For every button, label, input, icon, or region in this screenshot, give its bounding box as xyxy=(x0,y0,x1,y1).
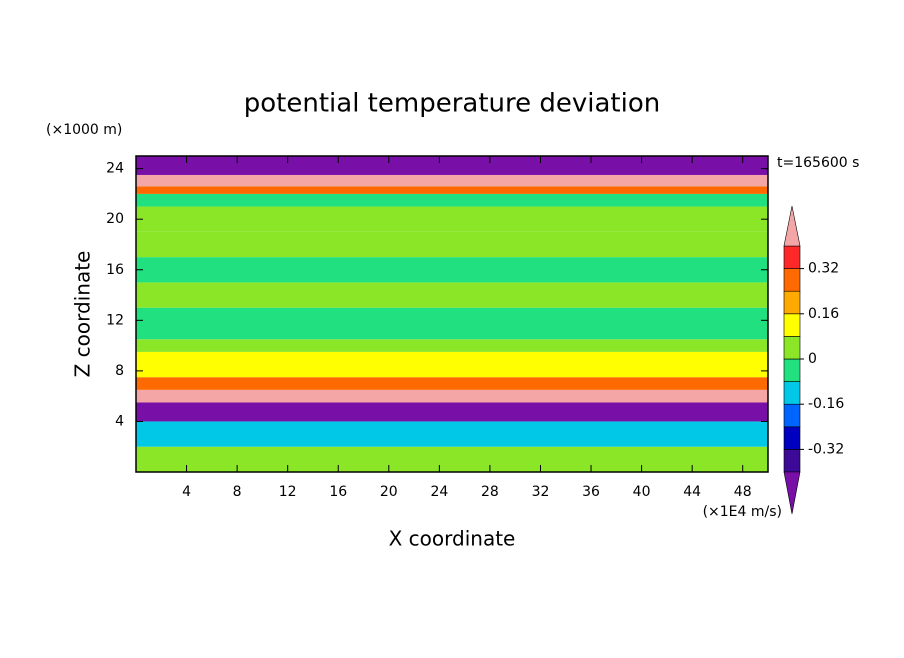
colorbar-box xyxy=(783,381,801,405)
field-band xyxy=(136,339,768,352)
field-band xyxy=(136,389,768,403)
colorbar-tick-label: -0.16 xyxy=(808,396,844,412)
x-tick-label: 36 xyxy=(582,484,600,500)
y-tick-label: 16 xyxy=(106,262,124,278)
colorbar-extend-low xyxy=(783,471,801,515)
colorbar-box xyxy=(783,336,801,360)
chart-title: potential temperature deviation xyxy=(244,89,660,119)
colorbar-tick-label: -0.32 xyxy=(808,441,844,457)
x-label: X coordinate xyxy=(389,527,516,551)
annotation: t=165600 s xyxy=(777,155,859,171)
x-tick-label: 44 xyxy=(683,484,701,500)
colorbar-box xyxy=(783,290,801,315)
x-unit: (×1E4 m/s) xyxy=(703,504,782,520)
field-band xyxy=(136,402,768,422)
field-band xyxy=(136,193,768,207)
x-tick-label: 28 xyxy=(481,484,499,500)
field-band xyxy=(136,421,768,447)
x-tick-label: 48 xyxy=(734,484,752,500)
x-tick-label: 40 xyxy=(633,484,651,500)
colorbar-box xyxy=(783,403,801,428)
field-band xyxy=(136,257,768,283)
field-band xyxy=(136,446,768,472)
colorbar-box xyxy=(783,313,801,337)
x-tick-label: 4 xyxy=(182,484,191,500)
colorbar-tick-label: 0 xyxy=(808,351,817,367)
y-tick-label: 12 xyxy=(106,312,124,328)
field-band xyxy=(136,351,768,365)
field-band xyxy=(136,156,768,175)
colorbar-box xyxy=(783,358,801,382)
x-tick-label: 16 xyxy=(329,484,347,500)
colorbar-box xyxy=(783,268,801,292)
colorbar-tick-label: 0.16 xyxy=(808,306,839,322)
x-tick-label: 24 xyxy=(430,484,448,500)
y-tick-label: 24 xyxy=(106,161,124,177)
field-band xyxy=(136,282,768,308)
plot-frame xyxy=(135,155,769,473)
y-label: Z coordinate xyxy=(71,251,95,378)
field-band xyxy=(136,307,768,340)
colorbar-extend-high xyxy=(783,205,801,247)
field-band xyxy=(136,206,768,232)
colorbar-box xyxy=(783,426,801,450)
x-tick-label: 20 xyxy=(380,484,398,500)
colorbar-box xyxy=(783,245,801,269)
x-tick-label: 8 xyxy=(233,484,242,500)
field-band xyxy=(136,231,768,258)
y-unit: (×1000 m) xyxy=(46,122,122,138)
y-tick-label: 20 xyxy=(106,211,124,227)
y-tick-label: 4 xyxy=(115,413,124,429)
x-tick-label: 12 xyxy=(279,484,297,500)
colorbar-tick-label: 0.32 xyxy=(808,261,839,277)
y-tick-label: 8 xyxy=(115,363,124,379)
field-band xyxy=(136,174,768,187)
field-band xyxy=(136,377,768,390)
x-tick-label: 32 xyxy=(532,484,550,500)
field-band xyxy=(136,186,768,194)
field-band xyxy=(136,364,768,378)
colorbar-box xyxy=(783,449,801,473)
